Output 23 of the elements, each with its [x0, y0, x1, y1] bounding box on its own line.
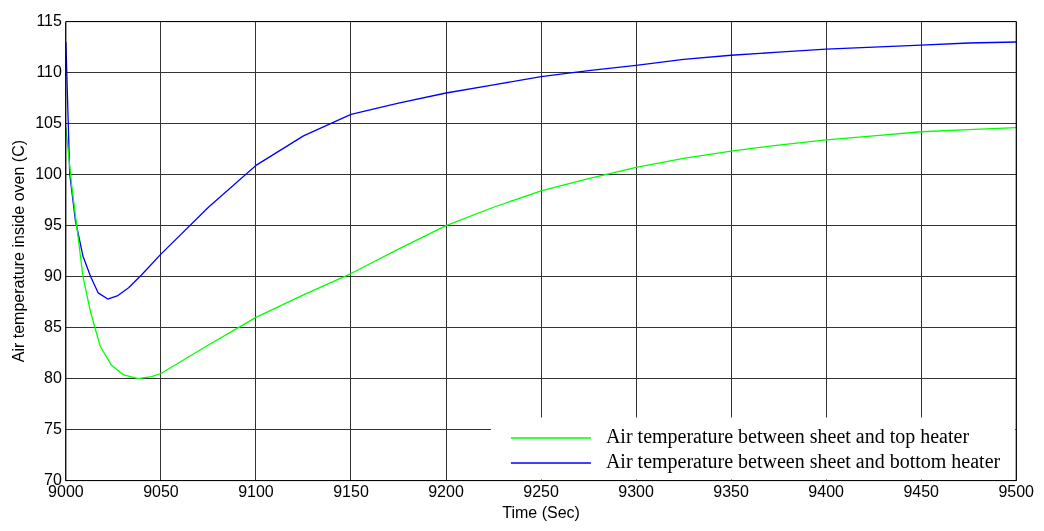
- y-tick-label: 95: [44, 216, 62, 234]
- x-tick-label: 9400: [808, 482, 845, 500]
- y-tick-label: 110: [36, 63, 62, 81]
- y-tick-label: 85: [44, 318, 62, 336]
- x-tick-label: 9100: [238, 482, 274, 500]
- y-tick-label: 75: [44, 420, 62, 438]
- y-tick-label: 80: [44, 369, 62, 387]
- y-tick-label: 90: [44, 267, 62, 285]
- legend-label: Air temperature between sheet and top heater: [605, 425, 970, 449]
- x-tick-label: 9200: [428, 482, 464, 500]
- x-tick-label: 9450: [903, 482, 940, 500]
- x-axis-title: Time (Sec): [502, 503, 580, 521]
- x-tick-label: 9500: [998, 482, 1035, 500]
- y-tick-label: 115: [36, 12, 62, 30]
- x-tick-label: 9050: [143, 482, 179, 500]
- y-tick-label: 100: [35, 165, 62, 183]
- y-tick-label: 105: [35, 114, 62, 132]
- legend-label: Air temperature between sheet and bottom heater: [605, 450, 1001, 474]
- x-tick-label: 9300: [618, 482, 654, 500]
- x-tick-label: 9250: [523, 482, 559, 500]
- x-tick-label: 9150: [333, 482, 369, 500]
- x-tick-label: 9350: [713, 482, 750, 500]
- y-axis-title: Air temperature inside oven (C): [10, 139, 28, 363]
